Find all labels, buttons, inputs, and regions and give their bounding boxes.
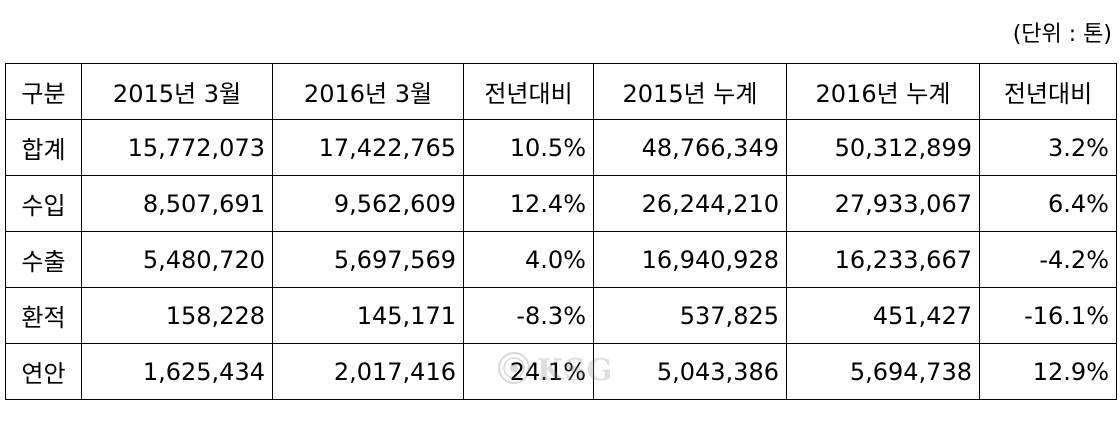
row-label: 연안 — [5, 343, 82, 400]
cell-percent: 12.9% — [979, 343, 1117, 400]
header-2016-cumulative: 2016년 누계 — [786, 63, 980, 120]
row-label: 수입 — [5, 175, 82, 232]
cell-value: 451,427 — [786, 287, 980, 344]
cell-percent: 6.4% — [979, 175, 1117, 232]
row-label: 환적 — [5, 287, 82, 344]
cell-value: 537,825 — [593, 287, 787, 344]
cargo-volume-table: 구분 2015년 3월 2016년 3월 전년대비 2015년 누계 2016년… — [5, 63, 1117, 400]
cell-percent: -4.2% — [979, 231, 1117, 288]
cell-percent: -16.1% — [979, 287, 1117, 344]
cell-percent: -8.3% — [463, 287, 594, 344]
cell-value: 2,017,416 — [272, 343, 464, 400]
table-header-row: 구분 2015년 3월 2016년 3월 전년대비 2015년 누계 2016년… — [5, 63, 1117, 120]
cell-percent: 4.0% — [463, 231, 594, 288]
cell-value: 16,940,928 — [593, 231, 787, 288]
table-row: 환적 158,228 145,171 -8.3% 537,825 451,427… — [5, 287, 1117, 344]
row-label: 합계 — [5, 119, 82, 176]
cell-value: 158,228 — [81, 287, 273, 344]
unit-note: (단위 : 톤) — [1012, 22, 1112, 47]
header-category: 구분 — [5, 63, 82, 120]
cell-value: 1,625,434 — [81, 343, 273, 400]
cell-value: 5,694,738 — [786, 343, 980, 400]
cell-percent: 12.4% — [463, 175, 594, 232]
table-row: 연안 1,625,434 2,017,416 24.1% 5,043,386 5… — [5, 343, 1117, 400]
cell-value: 17,422,765 — [272, 119, 464, 176]
cell-value: 50,312,899 — [786, 119, 980, 176]
row-label: 수출 — [5, 231, 82, 288]
cell-value: 16,233,667 — [786, 231, 980, 288]
cell-percent: 24.1% — [463, 343, 594, 400]
header-yoy-monthly: 전년대비 — [463, 63, 594, 120]
cell-percent: 3.2% — [979, 119, 1117, 176]
header-2016-march: 2016년 3월 — [272, 63, 464, 120]
cell-value: 27,933,067 — [786, 175, 980, 232]
cell-value: 48,766,349 — [593, 119, 787, 176]
cell-value: 8,507,691 — [81, 175, 273, 232]
cell-value: 5,043,386 — [593, 343, 787, 400]
cell-value: 15,772,073 — [81, 119, 273, 176]
table-row: 수출 5,480,720 5,697,569 4.0% 16,940,928 1… — [5, 231, 1117, 288]
cell-value: 9,562,609 — [272, 175, 464, 232]
cell-value: 5,697,569 — [272, 231, 464, 288]
cell-value: 5,480,720 — [81, 231, 273, 288]
cell-percent: 10.5% — [463, 119, 594, 176]
table-row: 수입 8,507,691 9,562,609 12.4% 26,244,210 … — [5, 175, 1117, 232]
cell-value: 145,171 — [272, 287, 464, 344]
cell-value: 26,244,210 — [593, 175, 787, 232]
header-2015-march: 2015년 3월 — [81, 63, 273, 120]
header-2015-cumulative: 2015년 누계 — [593, 63, 787, 120]
table-row: 합계 15,772,073 17,422,765 10.5% 48,766,34… — [5, 119, 1117, 176]
header-yoy-cumulative: 전년대비 — [979, 63, 1117, 120]
